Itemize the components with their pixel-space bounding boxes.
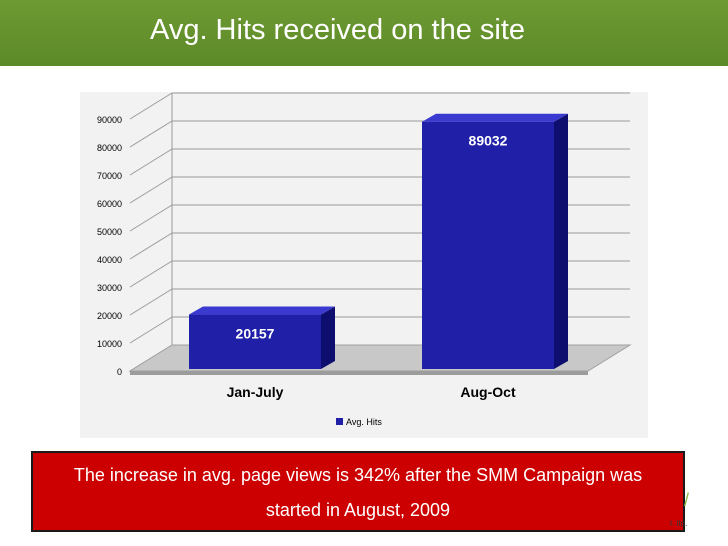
y-tick-label: 10000 [97, 339, 122, 349]
gridline-diagonal [129, 176, 173, 204]
bar-top [189, 306, 335, 315]
gridline-diagonal [129, 316, 173, 344]
bar-side [554, 113, 568, 369]
gridline-diagonal [129, 92, 173, 120]
y-tick-label: 90000 [97, 115, 122, 125]
bar-top [422, 113, 568, 122]
logo-mark: / [684, 490, 690, 510]
data-label: 20157 [236, 326, 275, 342]
gridline-diagonal [129, 232, 173, 260]
x-tick-label: Aug-Oct [460, 384, 516, 400]
gridline-diagonal [129, 260, 173, 288]
y-tick-label: 20000 [97, 311, 122, 321]
chart-floor-edge [130, 371, 588, 375]
bar [422, 121, 554, 369]
y-tick-label: 70000 [97, 171, 122, 181]
y-tick-label: 80000 [97, 143, 122, 153]
gridline-diagonal [129, 148, 173, 176]
legend-swatch [336, 418, 343, 425]
caption-line-1: The increase in avg. page views is 342% … [73, 465, 643, 485]
slide-title: Avg. Hits received on the site [150, 14, 526, 46]
legend-label: Avg. Hits [346, 417, 382, 427]
gridline-diagonal [129, 204, 173, 232]
bar-side [321, 306, 335, 369]
gridline-diagonal [129, 120, 173, 148]
y-tick-label: 0 [117, 367, 122, 377]
y-tick-label: 60000 [97, 199, 122, 209]
footer-text: t. ltd. [670, 519, 688, 528]
title-bar [0, 0, 728, 66]
data-label: 89032 [469, 133, 508, 149]
gridline-diagonal [129, 288, 173, 316]
y-tick-label: 50000 [97, 227, 122, 237]
y-tick-label: 40000 [97, 255, 122, 265]
y-tick-label: 30000 [97, 283, 122, 293]
bar [189, 314, 321, 369]
caption-box: The increase in avg. page views is 342% … [31, 451, 685, 532]
x-tick-label: Jan-July [227, 384, 284, 400]
caption-line-2: started in August, 2009 [265, 500, 451, 520]
